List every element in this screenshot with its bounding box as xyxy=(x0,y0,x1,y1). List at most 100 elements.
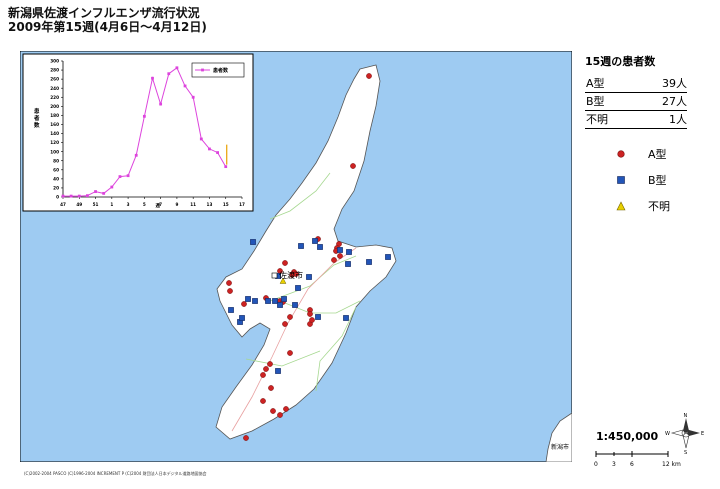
type-b-marker xyxy=(295,285,301,291)
x-tick-label: 11 xyxy=(190,202,196,207)
data-point xyxy=(86,194,89,198)
data-point xyxy=(199,137,203,141)
count-value: 27人 xyxy=(662,95,687,108)
data-point xyxy=(159,102,163,106)
y-tick-label: 220 xyxy=(50,95,59,100)
type-a-marker xyxy=(337,253,343,259)
x-tick-label: 7 xyxy=(159,202,162,207)
type-b-marker xyxy=(366,259,372,265)
chart-legend-box xyxy=(191,62,245,78)
data-point xyxy=(183,84,187,88)
scale-tick-label: 0 xyxy=(594,461,598,468)
type-a-marker xyxy=(227,288,233,294)
type-b-marker xyxy=(292,302,298,308)
map-canvas[interactable]: 0 20 40 60 80 100 120 140 160 180 200 220 240 260 280 3… xyxy=(20,51,572,462)
case-markers xyxy=(226,73,391,441)
y-tick-label: 40 xyxy=(53,176,59,181)
x-tick-label: 15 xyxy=(223,202,229,207)
count-label: 不明 xyxy=(586,113,608,126)
type-a-marker xyxy=(282,260,288,266)
y-tick-label: 160 xyxy=(50,122,59,127)
count-value: 39人 xyxy=(662,77,687,90)
data-point xyxy=(216,151,219,154)
data-point xyxy=(110,185,114,189)
red-circle-icon xyxy=(617,150,625,158)
type-a-marker xyxy=(287,314,293,320)
compass-north: N xyxy=(684,413,688,419)
type-b-marker xyxy=(345,261,351,267)
count-row-unknown: 不明 1人 xyxy=(585,111,687,129)
type-a-marker xyxy=(282,321,288,327)
data-point xyxy=(69,194,73,198)
type-a-marker xyxy=(268,385,274,391)
mainland-corner xyxy=(545,412,572,462)
x-tick-label: 13 xyxy=(207,202,213,207)
legend-item-type-a: A型 xyxy=(582,143,712,169)
compass-south: S xyxy=(684,450,687,454)
unknown-marker xyxy=(279,277,287,284)
type-a-marker xyxy=(263,366,269,372)
legend-label: B型 xyxy=(648,174,667,187)
x-tick-label: 5 xyxy=(143,202,146,207)
type-b-marker xyxy=(277,302,283,308)
type-a-marker xyxy=(309,317,315,323)
type-b-marker xyxy=(239,315,245,321)
count-row-type-a: A型 39人 xyxy=(585,75,687,93)
count-value: 1人 xyxy=(669,113,687,126)
type-b-marker xyxy=(265,298,271,304)
x-tick-label: 51 xyxy=(93,202,99,207)
city-label: 佐渡市 xyxy=(279,270,303,280)
legend-item-type-b: B型 xyxy=(582,169,712,195)
data-point xyxy=(224,165,228,169)
y-tick-label: 200 xyxy=(50,104,59,109)
legend-item-unknown: 不明 xyxy=(582,195,712,221)
data-point xyxy=(118,175,122,178)
y-tick-label: 300 xyxy=(50,59,59,64)
x-tick-label: 17 xyxy=(239,202,245,207)
y-tick-label: 20 xyxy=(53,186,59,191)
y-tick-label: 100 xyxy=(50,149,59,154)
type-a-marker xyxy=(267,361,273,367)
data-point xyxy=(102,191,106,195)
city-marker xyxy=(271,272,278,279)
y-tick-label: 80 xyxy=(53,158,59,163)
type-b-marker xyxy=(337,247,343,253)
road xyxy=(231,247,357,432)
chart-inset xyxy=(22,53,254,212)
legend-label: A型 xyxy=(648,148,667,161)
scale-tick-label: 6 xyxy=(630,461,634,468)
legend-title: 15週の患者数 xyxy=(585,55,656,68)
type-b-marker xyxy=(315,314,321,320)
data-point xyxy=(151,76,154,80)
type-a-marker xyxy=(260,398,266,404)
data-point xyxy=(94,190,97,193)
type-b-marker xyxy=(346,249,352,255)
count-row-type-b: B型 27人 xyxy=(585,93,687,111)
map-frame: 0 20 40 60 80 100 120 140 160 180 200 220 240 260 280 3… xyxy=(20,51,572,462)
road xyxy=(269,172,331,220)
data-point xyxy=(134,153,138,157)
type-b-marker xyxy=(312,238,318,244)
data-point xyxy=(167,72,171,76)
type-b-marker xyxy=(385,254,391,260)
type-a-marker xyxy=(366,73,372,79)
data-point xyxy=(191,95,195,99)
data-point xyxy=(77,194,81,198)
type-b-marker xyxy=(245,296,251,302)
data-point xyxy=(61,194,65,198)
map-subtitle: 2009年第15週(4月6日～4月12日) xyxy=(8,20,207,34)
count-label: A型 xyxy=(586,77,605,90)
x-tick-label: 1 xyxy=(110,202,113,207)
cases-line-chart: 0 20 40 60 80 100 120 140 160 180 200 220 240 260 280 3… xyxy=(34,59,245,209)
type-a-marker xyxy=(307,311,313,317)
y-tick-label: 260 xyxy=(50,77,59,82)
type-a-marker xyxy=(260,372,266,378)
type-b-marker xyxy=(228,307,234,313)
type-b-marker xyxy=(317,244,323,250)
y-tick-label: 280 xyxy=(50,68,59,73)
compass-west: W xyxy=(665,431,670,437)
type-b-marker xyxy=(281,296,287,302)
compass-east: E xyxy=(701,431,704,437)
y-tick-label: 180 xyxy=(50,113,59,118)
y-tick-label: 120 xyxy=(50,140,59,145)
